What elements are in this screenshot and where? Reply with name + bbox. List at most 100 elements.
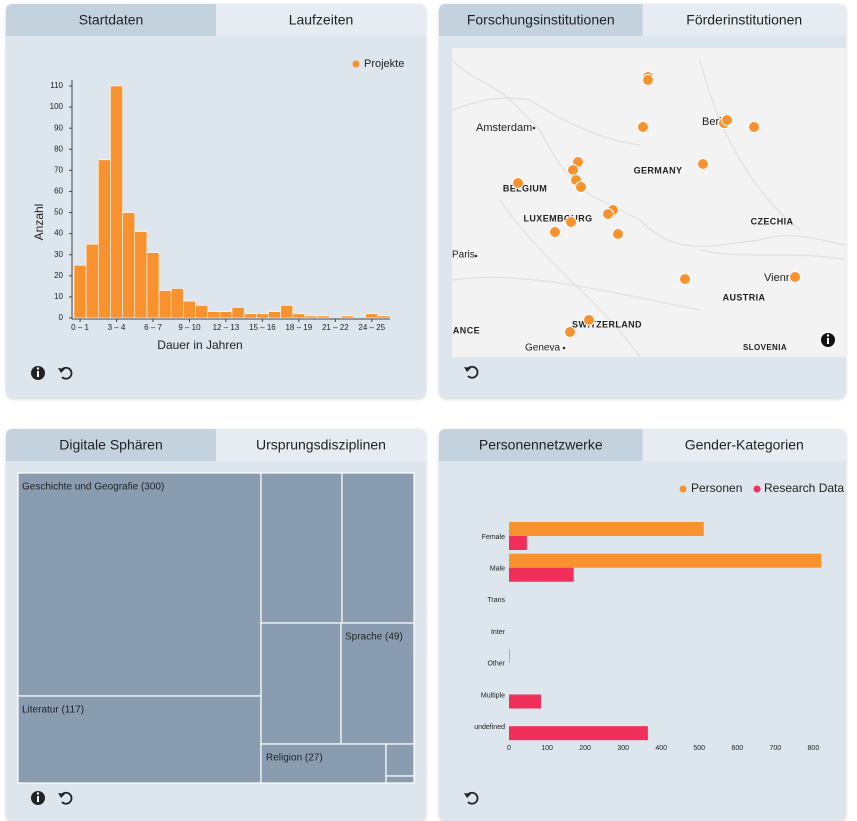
tile [17,472,262,697]
tab[interactable] [216,4,426,36]
bar [73,264,87,319]
institution-marker [512,177,524,189]
bar [85,243,99,319]
bar [98,159,111,319]
map-label: SLOVENIA [743,343,787,352]
y-tick-label: 80 [54,144,63,153]
info-icon-glyph [37,796,39,802]
institution-marker [748,121,760,133]
bar [195,305,208,319]
bar [207,311,221,319]
tab[interactable] [439,4,643,36]
tab[interactable] [6,429,216,461]
institution-marker [583,314,595,326]
institution-marker [602,208,614,220]
bar [122,212,136,319]
reset-icon[interactable] [60,791,73,805]
y-tick-label: 30 [54,250,63,259]
x-tick-label: 15 – 16 [249,323,276,332]
city-dot [562,346,566,350]
map-label: LUXEMBOURG [524,213,593,223]
bar [365,313,379,319]
tab[interactable] [439,429,643,461]
tab-label: Laufzeiten [289,12,354,28]
institution-marker [565,216,577,228]
map-label: AUSTRIA [723,292,766,302]
tab[interactable] [6,4,216,36]
map-markers [512,71,801,338]
reset-icon-arrow [464,367,471,372]
bar [110,85,123,319]
x-tick-label: 600 [731,745,743,752]
y-axis-title: Anzahl [32,204,46,241]
tab-label: Personennetzwerke [479,437,603,453]
category-label: Male [490,566,505,573]
y-tick-label: 0 [59,313,64,322]
tile-label: Sprache (49) [345,632,403,643]
tile [260,622,342,745]
x-tick-label: 12 – 13 [213,323,240,332]
treemap [17,472,415,784]
info-icon-dot [826,334,830,337]
bar [509,726,648,741]
institution-marker [549,226,561,238]
category-label: undefined [474,724,505,731]
city-dot [474,254,478,258]
category-label: Female [482,534,505,541]
bar [268,311,281,319]
legend-label: Personen [691,481,742,495]
y-tick-label: 90 [54,123,63,132]
x-tick-label: 24 – 25 [358,323,385,332]
institution-marker [789,271,801,283]
tab-label: Ursprungsdisziplinen [256,437,386,453]
reset-icon[interactable] [60,366,73,380]
institution-marker [679,273,691,285]
tab-label: Förderinstitutionen [686,12,802,28]
y-tick-label: 110 [50,81,63,90]
tile [340,622,415,745]
y-tick-label: 70 [54,165,63,174]
tab-label: Digitale Sphären [59,437,163,453]
bar [509,567,574,582]
bar [304,315,318,319]
institution-marker [721,114,733,126]
category-label: Inter [491,629,506,636]
institution-marker [612,228,624,240]
info-icon-dot [36,792,40,795]
bar [292,313,306,319]
x-tick-label: 800 [808,745,820,752]
tab[interactable] [642,4,847,36]
city-dot [532,126,536,130]
institution-marker [567,164,579,176]
reset-icon-arrow [464,793,471,798]
map-label: CZECHIA [751,216,794,226]
bar [231,307,245,319]
bar [509,553,822,568]
bar [509,522,704,536]
info-icon-dot [36,367,40,370]
bar [170,288,184,319]
controls [31,365,479,805]
tab[interactable] [642,429,847,461]
tile [260,472,343,624]
tab-label: Forschungsinstitutionen [467,12,615,28]
reset-icon-arrow [58,368,65,373]
y-tick-label: 100 [50,102,64,111]
tile [260,743,387,784]
tab[interactable] [216,429,426,461]
bar [219,311,233,319]
legend-marker [352,60,360,68]
map-label: Amsterdam [476,122,532,134]
institution-marker [637,121,649,133]
reset-icon[interactable] [466,365,479,379]
x-tick-label: 200 [579,745,591,752]
map-label: BELGIUM [503,183,547,193]
x-tick-label: 700 [769,745,781,752]
institution-marker [697,158,709,170]
reset-icon[interactable] [466,791,479,805]
map-label: SWITZERLAND [572,319,642,329]
tile [341,472,415,624]
y-tick-label: 20 [54,271,63,280]
